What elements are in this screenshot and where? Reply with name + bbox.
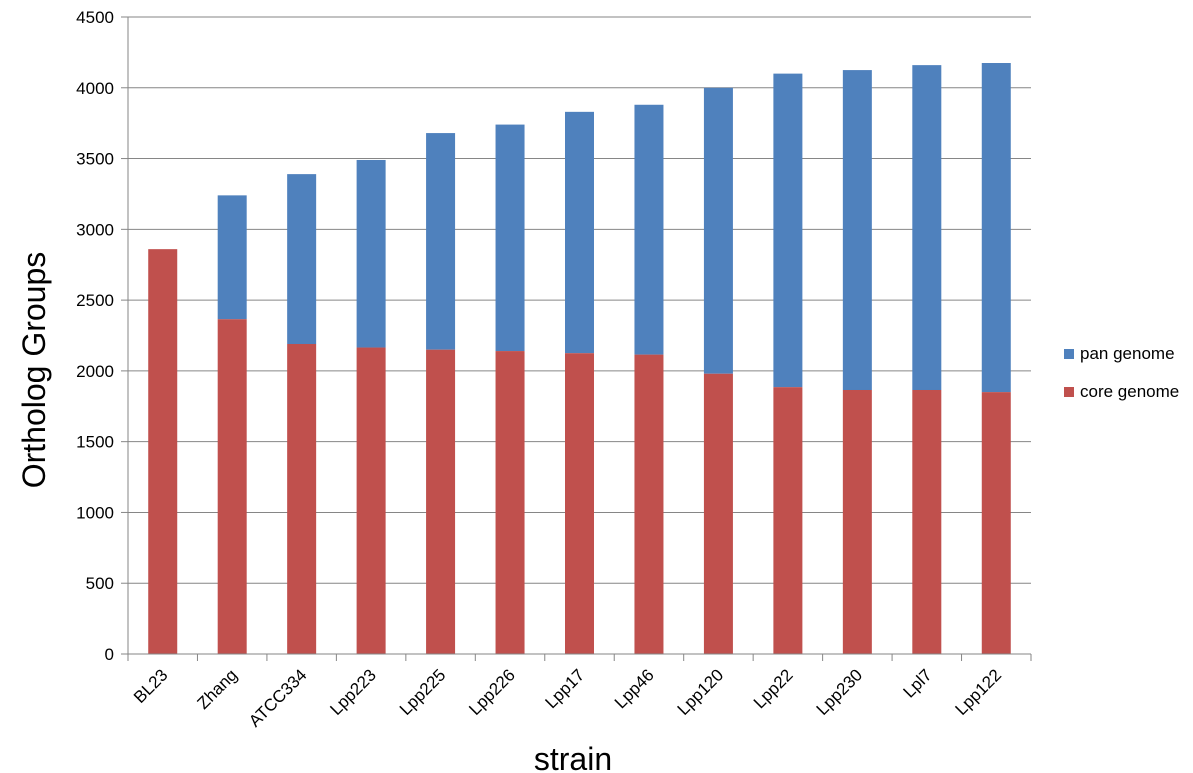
x-tick-label: BL23 — [130, 665, 172, 707]
bars — [148, 63, 1011, 654]
bar-core-genome-Lpp22 — [773, 387, 803, 654]
bar-core-genome-Lpp120 — [703, 373, 733, 654]
x-tick-label: Lpp225 — [396, 665, 450, 719]
y-tick-label: 4500 — [76, 8, 114, 27]
y-tick-label: 0 — [105, 645, 114, 664]
bar-pan-genome-Zhang — [217, 195, 247, 320]
bar-core-genome-Lpp230 — [842, 389, 872, 654]
y-tick-label: 3500 — [76, 150, 114, 169]
legend-swatch — [1064, 349, 1074, 359]
x-tick-label: Lpp226 — [465, 665, 519, 719]
bar-pan-genome-Lpp17 — [565, 111, 594, 354]
legend: pan genome core genome — [1064, 344, 1179, 401]
bar-pan-genome-Lpp22 — [773, 73, 803, 388]
legend-label: pan genome — [1080, 344, 1175, 363]
bar-pan-genome-Lpp46 — [634, 104, 664, 355]
x-tick-label: Lpp120 — [674, 665, 728, 719]
x-tick-label: Lpp230 — [813, 665, 867, 719]
legend-label: core genome — [1080, 382, 1179, 401]
bar-pan-genome-Lpp120 — [703, 87, 733, 374]
y-tick-label: 3000 — [76, 220, 114, 239]
bar-core-genome-BL23 — [148, 249, 178, 654]
y-tick-label: 1500 — [76, 433, 114, 452]
y-tick-labels: 0 500 1000 1500 2000 2500 3000 3500 4000 4500 — [76, 8, 128, 664]
bar-pan-genome-Lpp223 — [356, 159, 386, 348]
bar-pan-genome-Lpl7 — [912, 65, 942, 390]
bar-pan-genome-Lpp225 — [426, 133, 456, 350]
y-tick-label: 500 — [86, 574, 114, 593]
bar-core-genome-ATCC334 — [287, 343, 317, 654]
x-tick-label: Zhang — [194, 665, 242, 713]
x-tick-label: ATCC334 — [245, 665, 310, 730]
axes — [127, 17, 1032, 661]
x-tick-label: Lpp22 — [750, 665, 797, 712]
bar-pan-genome-Lpp230 — [842, 70, 872, 390]
bar-pan-genome-Lpp226 — [495, 124, 525, 352]
bar-core-genome-Lpp223 — [356, 347, 386, 654]
x-tick-label: Lpl7 — [899, 665, 935, 701]
bar-core-genome-Lpp46 — [634, 354, 664, 654]
bar-pan-genome-ATCC334 — [287, 174, 317, 344]
bar-core-genome-Lpp225 — [426, 349, 456, 654]
y-axis-title: Ortholog Groups — [16, 252, 52, 489]
x-tick-label: Lpp17 — [541, 665, 588, 712]
y-tick-label: 2000 — [76, 362, 114, 381]
bar-core-genome-Lpp17 — [565, 353, 594, 654]
y-tick-label: 1000 — [76, 503, 114, 522]
y-tick-label: 2500 — [76, 291, 114, 310]
bar-core-genome-Lpl7 — [912, 389, 942, 654]
bar-core-genome-Lpp122 — [981, 392, 1011, 654]
x-tick-label: Lpp46 — [611, 665, 658, 712]
bar-pan-genome-Lpp122 — [981, 63, 1011, 393]
x-tick-label: Lpp223 — [326, 665, 380, 719]
legend-swatch — [1064, 387, 1074, 397]
bar-core-genome-Lpp226 — [495, 351, 525, 654]
y-tick-label: 4000 — [76, 79, 114, 98]
x-axis-title: strain — [534, 741, 612, 773]
bar-core-genome-Zhang — [217, 319, 247, 654]
x-tick-label: Lpp122 — [952, 665, 1006, 719]
x-tick-labels: BL23 Zhang ATCC334 Lpp223 Lpp225 Lpp226 Lpp17 L… — [130, 665, 1005, 730]
